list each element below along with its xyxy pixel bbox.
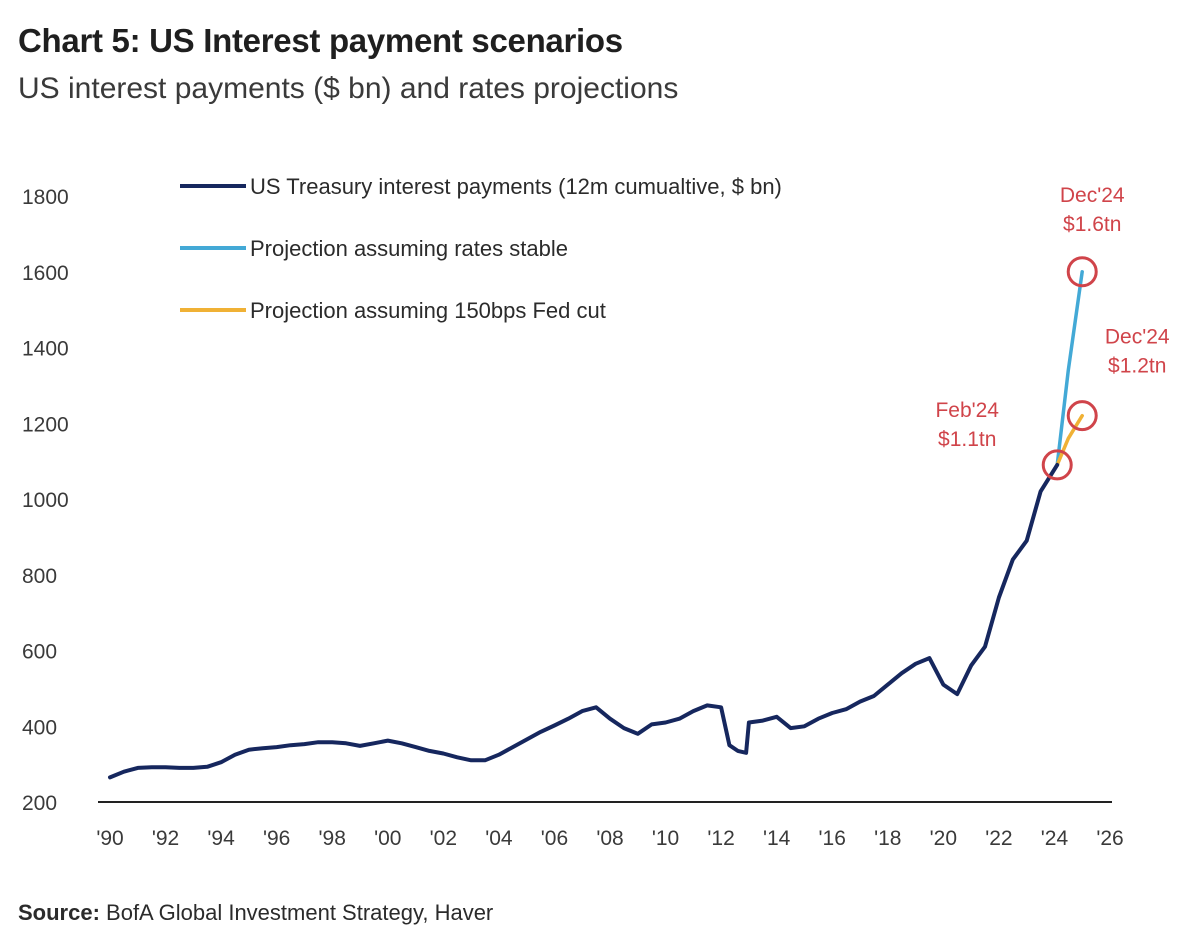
annotation-marker — [1066, 256, 1098, 288]
source-note: Source: BofA Global Investment Strategy,… — [18, 900, 493, 926]
x-tick-label: '16 — [819, 827, 846, 850]
series-layer — [108, 270, 1084, 780]
x-tick-label: '20 — [930, 827, 957, 850]
y-tick-label: 200 — [22, 792, 57, 815]
x-tick-label: '96 — [263, 827, 290, 850]
y-tick-label: 1000 — [22, 489, 69, 512]
y-tick-label: 600 — [22, 641, 57, 664]
source-text: BofA Global Investment Strategy, Haver — [99, 900, 494, 925]
annotation-marker — [1066, 400, 1098, 432]
x-tick-label: '00 — [374, 827, 401, 850]
source-label: Source: — [18, 900, 100, 925]
x-tick-label: '10 — [652, 827, 679, 850]
x-tick-label: '24 — [1041, 827, 1069, 850]
annotation-label: $1.2tn — [1108, 355, 1166, 378]
annotation-label: Dec'24 — [1105, 326, 1170, 349]
x-tick-label: '22 — [985, 827, 1012, 850]
x-tick-label: '14 — [763, 827, 791, 850]
y-tick-label: 1600 — [22, 262, 69, 285]
x-tick-label: '26 — [1096, 827, 1123, 850]
chart-subtitle: US interest payments ($ bn) and rates pr… — [18, 72, 679, 105]
y-axis-ticks: 200 400 600 800 1000 1200 1400 1600 1800 — [22, 186, 69, 815]
series-line-0 — [108, 462, 1060, 780]
legend: US Treasury interest payments (12m cumua… — [180, 174, 782, 323]
legend-label: Projection assuming 150bps Fed cut — [250, 298, 606, 323]
annotation-label: Dec'24 — [1060, 184, 1125, 207]
annotation-marker — [1041, 449, 1073, 481]
series-line-2 — [1055, 413, 1084, 467]
legend-label: US Treasury interest payments (12m cumua… — [250, 174, 782, 199]
x-tick-label: '02 — [430, 827, 457, 850]
x-tick-label: '08 — [596, 827, 623, 850]
annotation-label: $1.6tn — [1063, 213, 1121, 236]
x-tick-label: '98 — [319, 827, 346, 850]
y-tick-label: 1400 — [22, 338, 69, 361]
x-tick-label: '92 — [152, 827, 179, 850]
series-line-1 — [1055, 270, 1084, 467]
x-tick-label: '90 — [96, 827, 123, 850]
chart-title: Chart 5: US Interest payment scenarios — [18, 22, 623, 59]
x-tick-label: '18 — [874, 827, 901, 850]
annotations: Dec'24 $1.6tn Dec'24 $1.2tn Feb'24 $1.1tn — [935, 184, 1170, 481]
x-axis-ticks: '90 '92 '94 '96 '98 '00 '02 '04 '06 '08 '10 '12 '14 '… — [96, 827, 1123, 850]
annotation-label: $1.1tn — [938, 428, 996, 451]
annotation-label: Feb'24 — [935, 399, 999, 422]
legend-label: Projection assuming rates stable — [250, 236, 568, 261]
x-tick-label: '94 — [207, 827, 235, 850]
x-tick-label: '06 — [541, 827, 568, 850]
y-tick-label: 800 — [22, 565, 57, 588]
y-tick-label: 1800 — [22, 186, 69, 209]
y-tick-label: 400 — [22, 716, 57, 739]
y-tick-label: 1200 — [22, 413, 69, 436]
x-tick-label: '12 — [707, 827, 734, 850]
x-tick-label: '04 — [485, 827, 513, 850]
